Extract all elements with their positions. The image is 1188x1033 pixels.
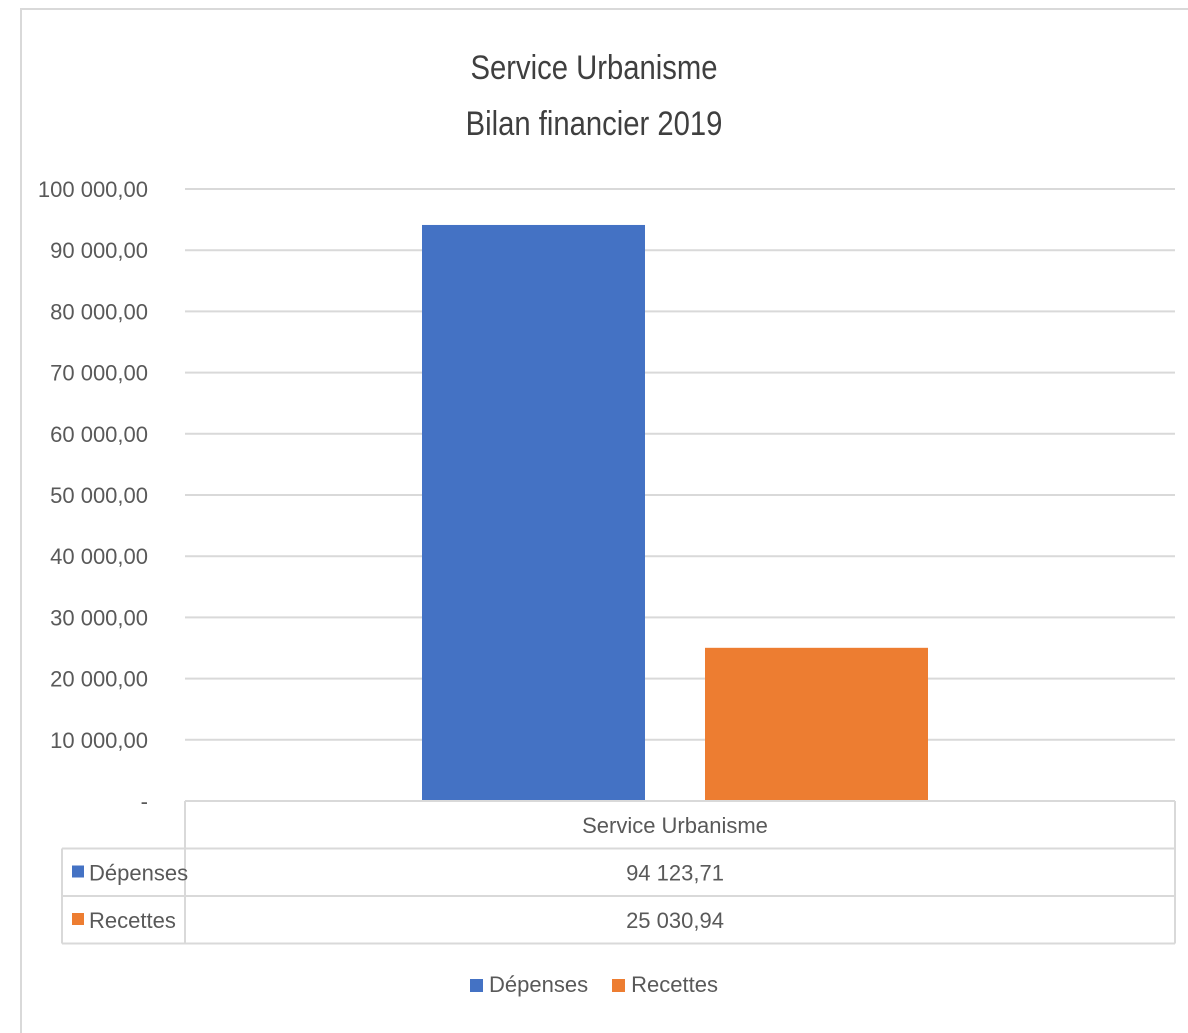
y-tick-label: 70 000,00 bbox=[50, 361, 148, 386]
y-tick-label: 80 000,00 bbox=[50, 299, 148, 324]
legend-item-1: Recettes bbox=[612, 972, 718, 998]
y-tick-label: - bbox=[141, 789, 148, 814]
legend-item-0: Dépenses bbox=[470, 972, 588, 998]
y-tick-label: 90 000,00 bbox=[50, 238, 148, 263]
table-value: 94 123,71 bbox=[626, 861, 724, 886]
y-tick-label: 100 000,00 bbox=[38, 177, 148, 202]
bar-0 bbox=[422, 224, 645, 801]
bars bbox=[422, 224, 928, 801]
legend-label: Recettes bbox=[631, 972, 718, 997]
legend-label: Dépenses bbox=[489, 972, 589, 997]
table-swatch-0 bbox=[72, 865, 84, 878]
y-tick-label: 40 000,00 bbox=[50, 544, 148, 569]
legend: Dépenses Recettes bbox=[0, 972, 1188, 998]
y-tick-label: 50 000,00 bbox=[50, 483, 148, 508]
chart-title: Service Urbanisme bbox=[470, 49, 718, 87]
data-table: Service Urbanisme Dépenses 94 123,71 Recett… bbox=[61, 800, 1176, 945]
y-axis-ticks: - 10 000,00 20 000,00 30 000,00 40 000,00 50 … bbox=[38, 177, 148, 814]
chart-frame bbox=[20, 8, 1188, 1033]
y-tick-label: 60 000,00 bbox=[50, 422, 148, 447]
bar-1 bbox=[705, 647, 928, 801]
chart-title-block: Service Urbanisme Bilan financier 2019 bbox=[83, 40, 1105, 152]
chart-subtitle: Bilan financier 2019 bbox=[465, 105, 723, 143]
table-series-label: Dépenses bbox=[89, 861, 188, 886]
table-swatch-1 bbox=[72, 913, 84, 925]
gridlines bbox=[185, 188, 1175, 741]
legend-swatch-1 bbox=[612, 978, 626, 992]
y-tick-label: 30 000,00 bbox=[50, 605, 148, 630]
y-tick-label: 10 000,00 bbox=[50, 728, 148, 753]
legend-swatch-0 bbox=[470, 978, 484, 992]
table-category-label: Service Urbanisme bbox=[582, 813, 768, 838]
table-value: 25 030,94 bbox=[626, 908, 724, 933]
y-tick-label: 20 000,00 bbox=[50, 667, 148, 692]
table-series-label: Recettes bbox=[89, 908, 176, 933]
